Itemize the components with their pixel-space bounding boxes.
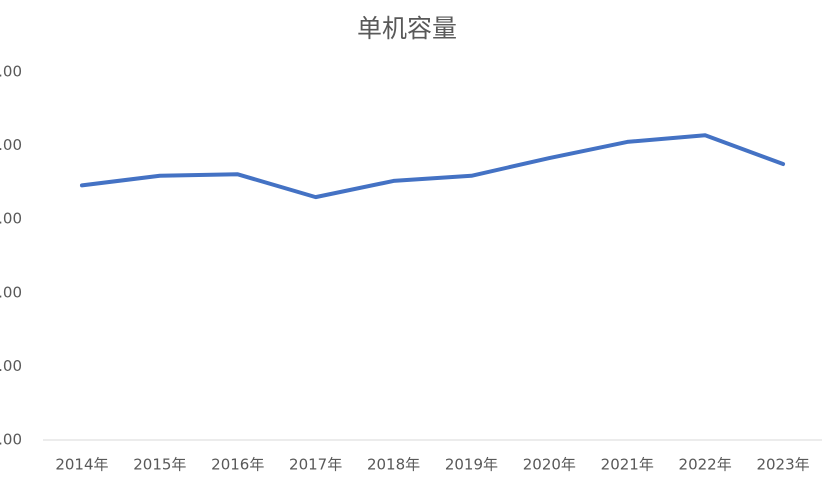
x-tick-label: 2014年 <box>55 456 108 474</box>
x-tick-label: 2017年 <box>289 456 342 474</box>
x-tick-label: 2016年 <box>211 456 264 474</box>
y-tick-label: 3.00 <box>0 210 22 228</box>
y-tick-label: 2.00 <box>0 283 22 301</box>
x-tick-label: 2021年 <box>601 456 654 474</box>
y-tick-label: 4.00 <box>0 136 22 154</box>
x-tick-label: 2022年 <box>679 456 732 474</box>
y-tick-label: 1.00 <box>0 357 22 375</box>
x-tick-label: 2020年 <box>523 456 576 474</box>
x-tick-label: 2015年 <box>133 456 186 474</box>
y-tick-label: 5.00 <box>0 63 22 81</box>
x-tick-label: 2023年 <box>756 456 809 474</box>
y-tick-label: 0.00 <box>0 431 22 449</box>
chart-title: 单机容量 <box>357 14 457 43</box>
x-tick-label: 2018年 <box>367 456 420 474</box>
line-series <box>79 133 786 200</box>
x-tick-label: 2019年 <box>445 456 498 474</box>
